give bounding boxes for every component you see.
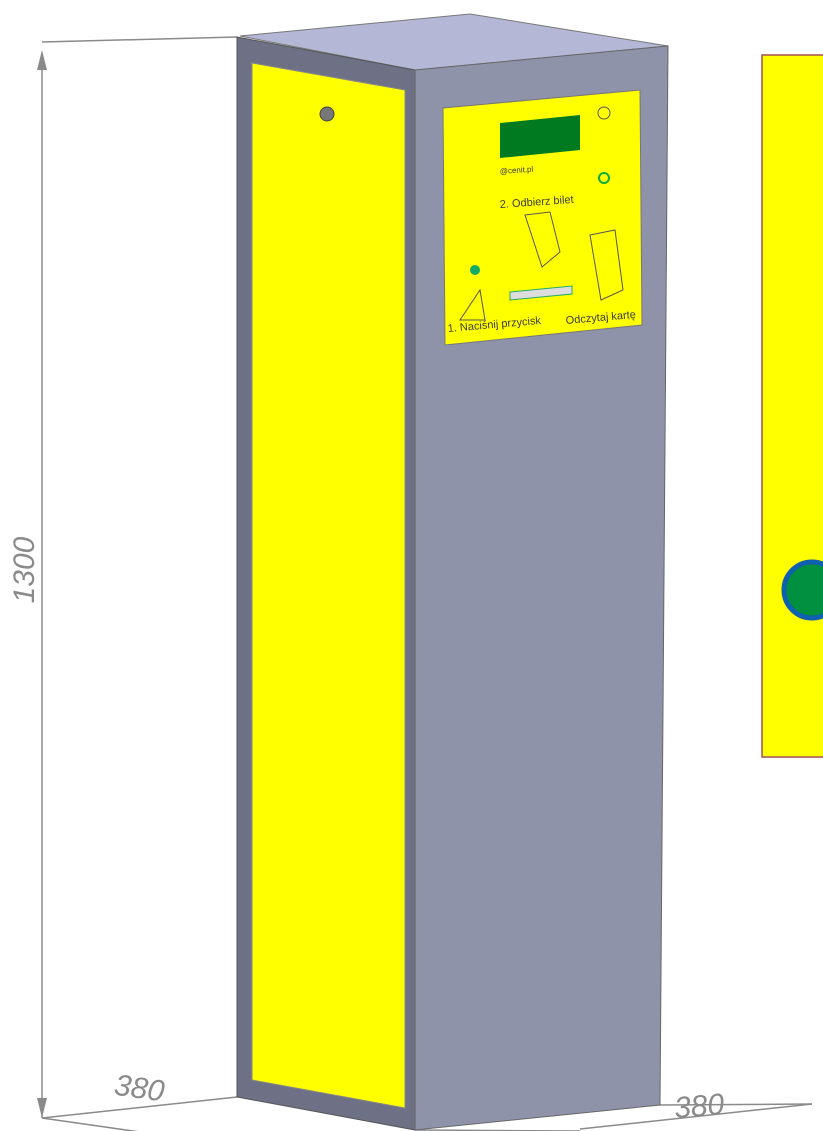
depth-dimension: 380 <box>673 1088 726 1125</box>
width-dimension: 380 <box>112 1069 166 1109</box>
height-dimension: 1300 <box>8 536 41 603</box>
panel-view-button <box>784 562 823 618</box>
panel-view <box>762 55 823 757</box>
drawing: 1300 380 380 @cenit.pl 2. Odbierz bilet … <box>0 0 823 1131</box>
lock <box>320 107 334 121</box>
machine <box>237 14 668 1130</box>
door <box>252 63 405 1108</box>
button-light <box>470 265 480 275</box>
